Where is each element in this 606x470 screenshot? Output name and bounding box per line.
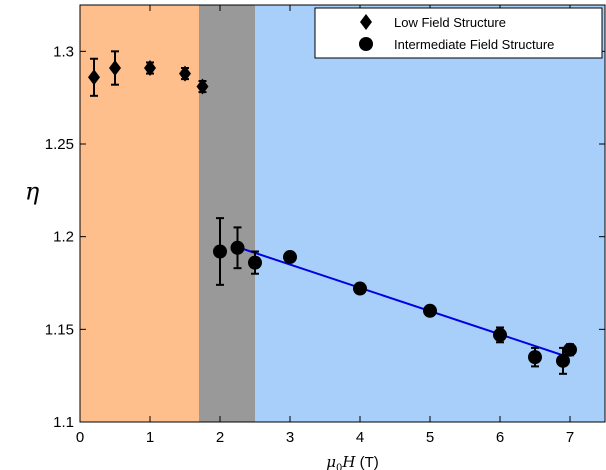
data-point-circle xyxy=(248,255,262,270)
x-tick-label: 7 xyxy=(566,429,574,446)
y-tick-label: 1.3 xyxy=(53,43,74,60)
region-2 xyxy=(255,5,605,422)
data-point-circle xyxy=(563,342,577,357)
background-regions xyxy=(80,5,605,422)
plot-frame xyxy=(79,4,606,423)
y-tick-label: 1.15 xyxy=(45,321,74,338)
region-1 xyxy=(199,5,255,422)
x-axis-symbol: μ xyxy=(326,453,336,470)
x-tick-label: 2 xyxy=(216,429,224,446)
fit-line xyxy=(233,244,564,357)
data-point-circle xyxy=(213,244,227,259)
legend-marker-diamond xyxy=(360,14,372,30)
x-tick-label: 3 xyxy=(286,429,294,446)
region-0 xyxy=(80,5,199,422)
x-tick-label: 5 xyxy=(426,429,434,446)
axis-ticks: 0 1 2 3 4 5 6 7 1.1 1.15 1.2 1.25 1.3 xyxy=(45,5,605,446)
data-point-diamond xyxy=(109,60,121,77)
data-point-diamond xyxy=(179,65,191,82)
x-axis-unit: (T) xyxy=(355,454,378,470)
x-tick-label: 1 xyxy=(146,429,154,446)
x-tick-label: 4 xyxy=(356,429,364,446)
legend-marker-circle xyxy=(359,37,373,51)
x-tick-label: 0 xyxy=(76,429,84,446)
data-point-circle xyxy=(423,303,437,318)
x-axis-variable: H xyxy=(341,453,356,470)
data-point-diamond xyxy=(88,69,100,86)
fit-line-group xyxy=(233,244,564,357)
legend: Low Field Structure Intermediate Field St… xyxy=(314,7,603,59)
legend-label: Low Field Structure xyxy=(394,15,506,30)
y-tick-label: 1.25 xyxy=(45,136,74,153)
x-axis-label: μ0H (T) xyxy=(326,453,379,470)
data-point-circle xyxy=(493,327,507,342)
y-tick-label: 1.1 xyxy=(53,414,74,431)
y-tick-label: 1.2 xyxy=(53,229,74,246)
data-point-diamond xyxy=(144,60,156,77)
data-points xyxy=(88,50,577,375)
data-point-circle xyxy=(353,281,367,296)
legend-label: Intermediate Field Structure xyxy=(394,37,554,52)
data-point-diamond xyxy=(196,78,209,95)
x-axis-subscript: 0 xyxy=(336,463,342,470)
data-point-circle xyxy=(528,350,542,365)
data-point-circle xyxy=(283,250,297,265)
data-point-circle xyxy=(556,353,570,368)
y-axis-label: η xyxy=(25,178,40,206)
data-point-circle xyxy=(230,240,245,255)
x-tick-label: 6 xyxy=(496,429,504,446)
